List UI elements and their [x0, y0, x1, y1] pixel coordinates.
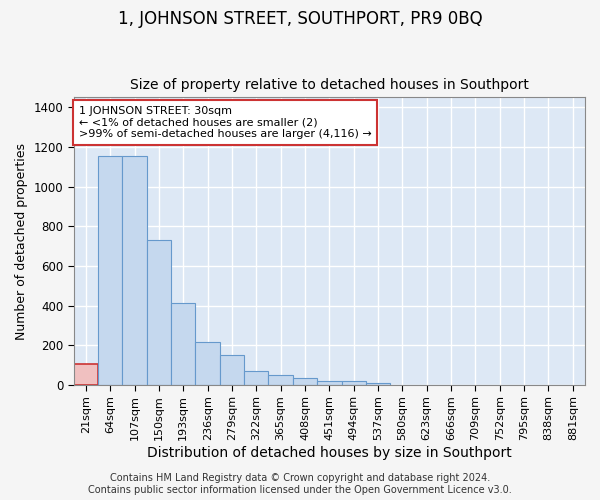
Bar — [268, 376, 293, 385]
Bar — [147, 240, 171, 385]
Bar — [98, 156, 122, 385]
Text: Contains HM Land Registry data © Crown copyright and database right 2024.
Contai: Contains HM Land Registry data © Crown c… — [88, 474, 512, 495]
X-axis label: Distribution of detached houses by size in Southport: Distribution of detached houses by size … — [147, 446, 512, 460]
Bar — [366, 384, 390, 385]
Text: 1, JOHNSON STREET, SOUTHPORT, PR9 0BQ: 1, JOHNSON STREET, SOUTHPORT, PR9 0BQ — [118, 10, 482, 28]
Title: Size of property relative to detached houses in Southport: Size of property relative to detached ho… — [130, 78, 529, 92]
Bar — [293, 378, 317, 385]
Text: 1 JOHNSON STREET: 30sqm
← <1% of detached houses are smaller (2)
>99% of semi-de: 1 JOHNSON STREET: 30sqm ← <1% of detache… — [79, 106, 371, 139]
Bar — [244, 371, 268, 385]
Bar — [317, 382, 341, 385]
Bar — [341, 382, 366, 385]
Bar — [220, 355, 244, 385]
Y-axis label: Number of detached properties: Number of detached properties — [15, 142, 28, 340]
Bar — [196, 342, 220, 385]
Bar — [74, 364, 98, 385]
Bar — [171, 302, 196, 385]
Bar — [122, 156, 147, 385]
